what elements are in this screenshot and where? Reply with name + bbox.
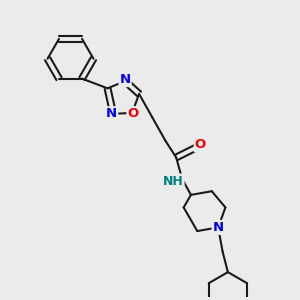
Text: O: O bbox=[128, 107, 139, 120]
Text: N: N bbox=[106, 107, 117, 120]
Text: N: N bbox=[119, 73, 131, 86]
Text: O: O bbox=[195, 138, 206, 151]
Text: N: N bbox=[213, 221, 224, 234]
Text: NH: NH bbox=[163, 175, 184, 188]
